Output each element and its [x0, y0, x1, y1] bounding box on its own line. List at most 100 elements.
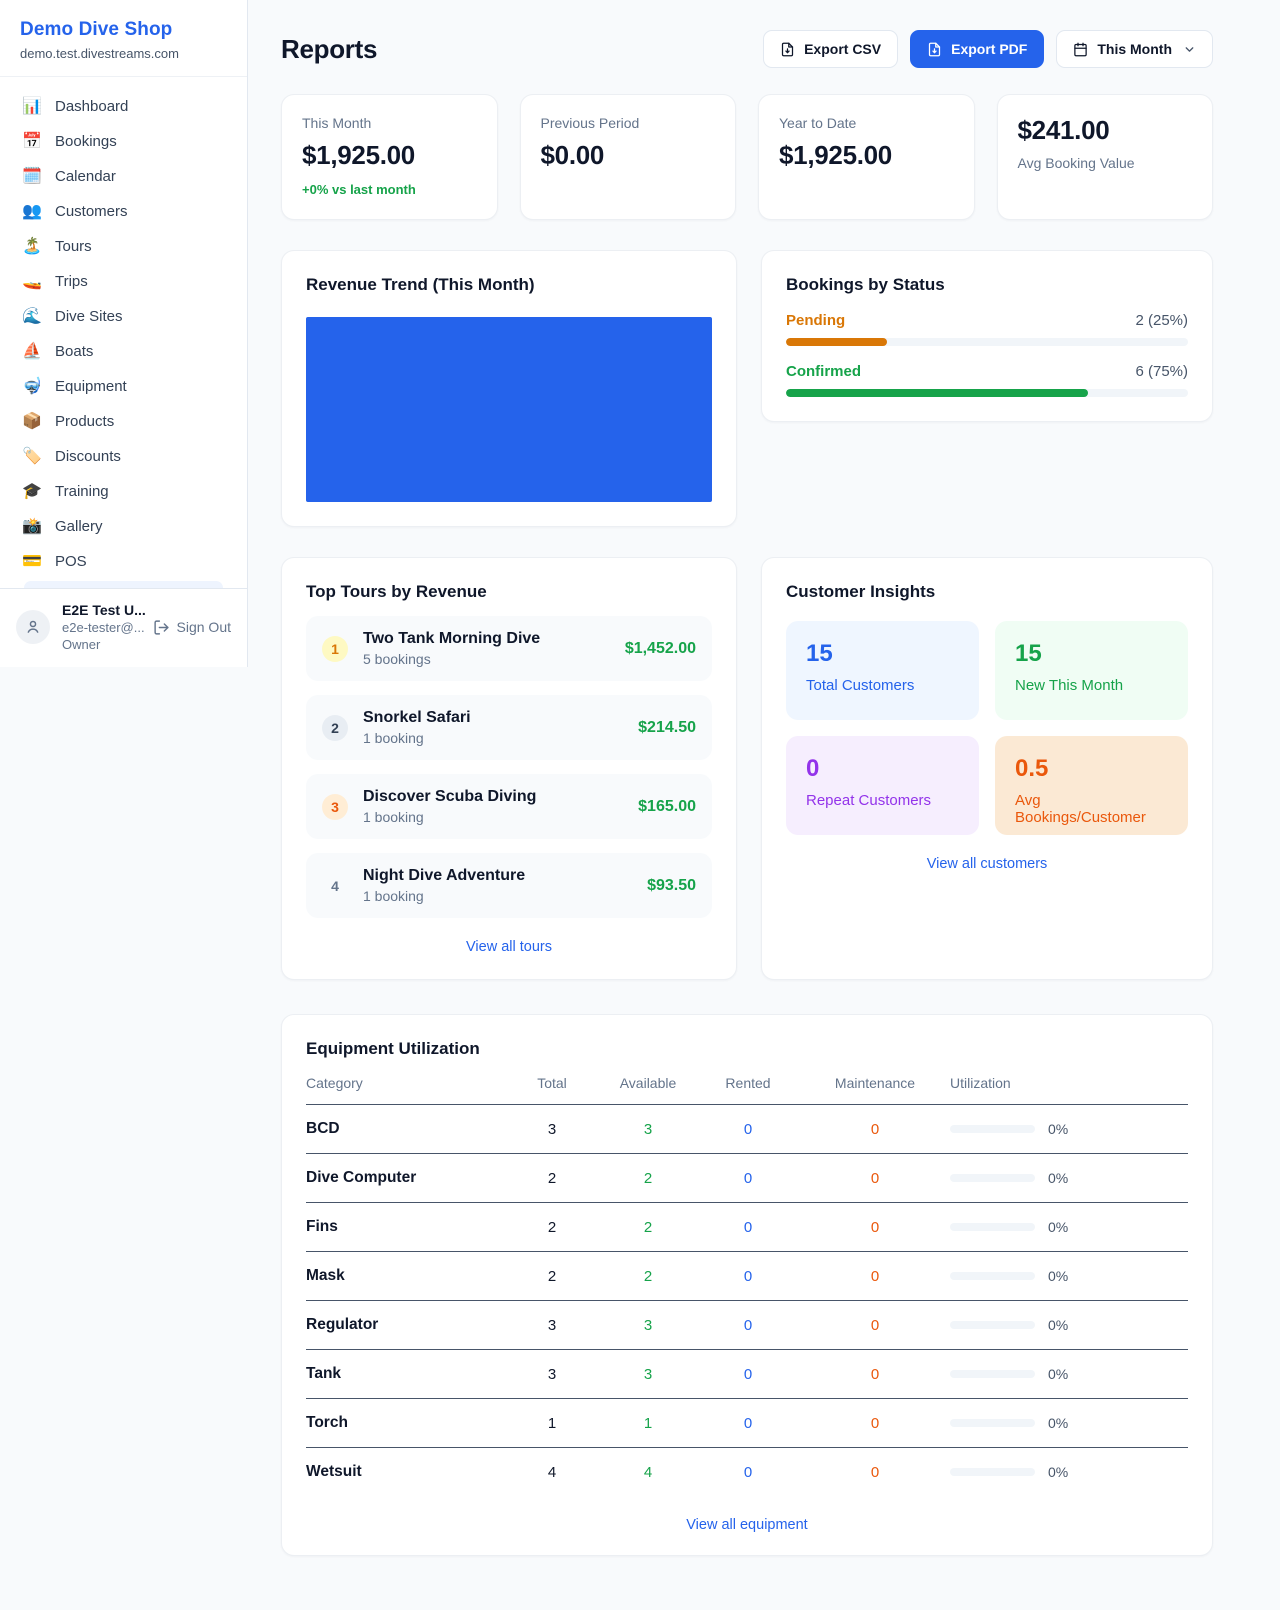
utilization-percent: 0% — [1048, 1415, 1069, 1431]
period-label: This Month — [1097, 41, 1172, 57]
file-download-icon — [781, 42, 794, 56]
equipment-available: 3 — [643, 1120, 653, 1138]
insight-label: Repeat Customers — [806, 792, 932, 809]
sidebar-item-pos[interactable]: 💳 POS — [12, 544, 235, 579]
sidebar-item-label: POS — [55, 553, 87, 570]
sidebar-item-gallery[interactable]: 📸 Gallery — [12, 509, 235, 544]
equipment-utilization-cell: 0% — [950, 1317, 1188, 1333]
sidebar: Demo Dive Shop demo.test.divestreams.com… — [0, 0, 248, 667]
equipment-total: 1 — [547, 1414, 557, 1432]
boats-icon: ⛵ — [22, 342, 42, 360]
table-row: Fins 2 2 0 0 0% — [306, 1203, 1188, 1252]
equipment-category: Wetsuit — [306, 1463, 362, 1480]
utilization-bar-track — [950, 1468, 1035, 1476]
export-csv-label: Export CSV — [804, 41, 882, 57]
utilization-bar-track — [950, 1174, 1035, 1182]
sign-out-button[interactable]: Sign Out — [153, 619, 231, 636]
equipment-maintenance: 0 — [870, 1120, 880, 1138]
equipment-category: Dive Computer — [306, 1169, 417, 1186]
insight-value: 15 — [1015, 640, 1042, 667]
view-all-equipment-link[interactable]: View all equipment — [686, 1517, 808, 1533]
sidebar-item-trips[interactable]: 🚤 Trips — [12, 264, 235, 299]
equipment-category: Tank — [306, 1365, 342, 1382]
user-email: e2e-tester@... — [62, 620, 145, 635]
tour-row: 2 Snorkel Safari 1 booking $214.50 — [306, 695, 712, 760]
discounts-icon: 🏷️ — [22, 447, 42, 465]
equipment-category: Fins — [306, 1218, 338, 1235]
equipment-maintenance: 0 — [870, 1365, 880, 1383]
sidebar-item-boats[interactable]: ⛵ Boats — [12, 334, 235, 369]
equipment-category: BCD — [306, 1120, 340, 1137]
sign-out-label: Sign Out — [176, 619, 231, 635]
shop-domain: demo.test.divestreams.com — [20, 46, 179, 61]
equipment-rented: 0 — [743, 1365, 753, 1383]
status-bar-track — [786, 389, 1188, 397]
view-all-customers-link[interactable]: View all customers — [926, 856, 1048, 872]
tour-bookings: 1 booking — [363, 730, 424, 746]
status-row-confirmed: Confirmed 6 (75%) — [786, 363, 1188, 397]
logout-icon — [153, 619, 169, 635]
tour-amount: $214.50 — [638, 718, 696, 736]
equipment-maintenance: 0 — [870, 1169, 880, 1187]
sidebar-item-calendar[interactable]: 🗓️ Calendar — [12, 159, 235, 194]
utilization-percent: 0% — [1048, 1121, 1069, 1137]
equipment-rented: 0 — [743, 1463, 753, 1481]
sidebar-item-dashboard[interactable]: 📊 Dashboard — [12, 89, 235, 124]
utilization-bar-track — [950, 1223, 1035, 1231]
view-all-tours-link[interactable]: View all tours — [466, 939, 552, 955]
equipment-total: 3 — [547, 1120, 557, 1138]
stat-label: Avg Booking Value — [1017, 155, 1135, 171]
sidebar-item-label: Calendar — [55, 168, 116, 185]
rank-badge: 4 — [331, 877, 339, 894]
rank-badge: 1 — [322, 635, 348, 662]
bookings-by-status-title: Bookings by Status — [786, 275, 945, 294]
equipment-category: Torch — [306, 1414, 348, 1431]
user-role: Owner — [62, 637, 101, 652]
sidebar-item-customers[interactable]: 👥 Customers — [12, 194, 235, 229]
sidebar-item-equipment[interactable]: 🤿 Equipment — [12, 369, 235, 404]
gallery-icon: 📸 — [22, 517, 42, 535]
export-csv-button[interactable]: Export CSV — [763, 30, 899, 68]
sidebar-item-products[interactable]: 📦 Products — [12, 404, 235, 439]
tour-name: Snorkel Safari — [363, 709, 471, 726]
equipment-available: 2 — [643, 1218, 653, 1236]
equipment-available: 3 — [643, 1316, 653, 1334]
equipment-total: 4 — [547, 1463, 557, 1481]
sidebar-item-label: Equipment — [55, 378, 127, 395]
equipment-utilization-cell: 0% — [950, 1464, 1188, 1480]
page-header: Reports Export CSV Export PDF This Month — [281, 30, 1213, 68]
tour-row: 3 Discover Scuba Diving 1 booking $165.00 — [306, 774, 712, 839]
calendar-icon: 🗓️ — [22, 167, 42, 185]
dive-sites-icon: 🌊 — [22, 307, 42, 325]
sidebar-item-discounts[interactable]: 🏷️ Discounts — [12, 439, 235, 474]
period-dropdown[interactable]: This Month — [1056, 30, 1213, 68]
status-count: 2 (25%) — [1135, 312, 1188, 329]
stat-card-avg-booking-value: $241.00 Avg Booking Value — [996, 94, 1213, 220]
file-download-icon — [928, 42, 941, 56]
equipment-rented: 0 — [743, 1120, 753, 1138]
customer-insights-card: Customer Insights 15 Total Customers 15 … — [761, 557, 1213, 980]
insight-value: 15 — [806, 640, 833, 667]
sidebar-item-reports-partial[interactable] — [24, 581, 223, 588]
sidebar-item-training[interactable]: 🎓 Training — [12, 474, 235, 509]
sidebar-item-tours[interactable]: 🏝️ Tours — [12, 229, 235, 264]
utilization-bar-track — [950, 1272, 1035, 1280]
pos-icon: 💳 — [22, 552, 42, 570]
equipment-total: 2 — [547, 1169, 557, 1187]
col-total: Total — [537, 1075, 567, 1091]
main-area: Reports Export CSV Export PDF This Month… — [248, 0, 1280, 1556]
top-tours-card: Top Tours by Revenue 1 Two Tank Morning … — [281, 557, 737, 980]
sidebar-item-label: Products — [55, 413, 115, 430]
sidebar-item-dive-sites[interactable]: 🌊 Dive Sites — [12, 299, 235, 334]
status-label: Pending — [786, 312, 846, 329]
stat-value: $1,925.00 — [779, 140, 892, 170]
shop-logo-block: Demo Dive Shop demo.test.divestreams.com — [0, 0, 247, 77]
col-maintenance: Maintenance — [834, 1075, 916, 1091]
export-pdf-button[interactable]: Export PDF — [910, 30, 1045, 68]
equipment-maintenance: 0 — [870, 1218, 880, 1236]
revenue-trend-card: Revenue Trend (This Month) — [281, 250, 737, 527]
person-icon — [27, 620, 39, 633]
sidebar-item-bookings[interactable]: 📅 Bookings — [12, 124, 235, 159]
sidebar-item-label: Boats — [55, 343, 94, 360]
table-row: Dive Computer 2 2 0 0 0% — [306, 1154, 1188, 1203]
